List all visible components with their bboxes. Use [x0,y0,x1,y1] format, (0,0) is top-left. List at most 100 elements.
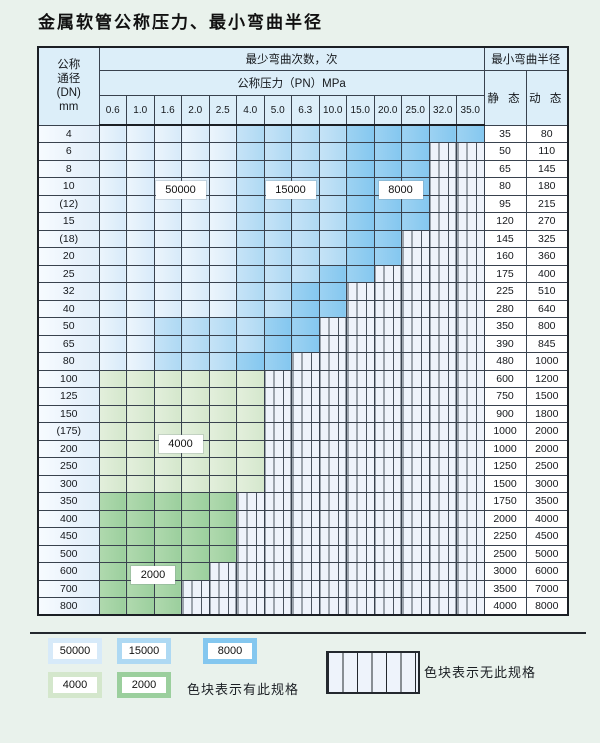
spec-cell [401,527,430,546]
dynamic-value: 145 [525,159,569,178]
spec-cell [401,299,430,318]
dynamic-value: 1800 [525,404,569,423]
spec-cell [401,562,430,581]
spec-cell [153,404,182,423]
spec-cell [456,404,485,423]
spec-cell [291,404,320,423]
dn-cell: 20 [37,247,100,266]
table-row: 100 600 1200 [37,369,569,388]
spec-cell [236,177,265,196]
spec-cell [98,194,127,213]
static-value: 225 [483,282,527,301]
spec-cell [181,544,210,563]
spec-cell [346,422,375,441]
spec-cell [208,474,237,493]
spec-cell [126,194,155,213]
legend-swatch-4000: 4000 [48,672,102,698]
spec-cell [263,597,292,616]
dn-cell: 700 [37,579,100,598]
spec-cell [291,474,320,493]
static-value: 145 [483,229,527,248]
dynamic-value: 180 [525,177,569,196]
static-value: 2500 [483,544,527,563]
dynamic-value: 215 [525,194,569,213]
spec-cell [236,422,265,441]
dn-cell: 50 [37,317,100,336]
spec-cell [236,352,265,371]
dynamic-value: 510 [525,282,569,301]
table-body: 4 35 80 6 50 110 8 65 145 10 80 180 (12) 95 215 15 120 27… [37,124,569,616]
static-value: 1000 [483,422,527,441]
dn-cell: 150 [37,404,100,423]
spec-cell [208,492,237,511]
spec-cell [181,579,210,598]
spec-cell [428,387,457,406]
static-value: 390 [483,334,527,353]
spec-cell [126,124,155,143]
static-value: 35 [483,124,527,143]
spec-cell [373,597,402,616]
spec-cell [208,264,237,283]
spec-cell [263,159,292,178]
pressure-col-1.6: 1.6 [153,95,182,126]
spec-cell [126,142,155,161]
page-title: 金属软管公称压力、最小弯曲半径 [38,13,323,32]
spec-cell [456,299,485,318]
spec-cell [263,124,292,143]
spec-cell [346,474,375,493]
spec-cell [428,527,457,546]
dn-cell: 32 [37,282,100,301]
spec-cell [153,457,182,476]
spec-cell [236,334,265,353]
spec-cell [181,527,210,546]
spec-cell [373,457,402,476]
dn-cell: 250 [37,457,100,476]
spec-cell [153,334,182,353]
dynamic-header: 动 态 [525,70,569,126]
dynamic-value: 270 [525,212,569,231]
spec-cell [153,509,182,528]
spec-cell [98,509,127,528]
spec-cell [181,474,210,493]
dn-cell: 4 [37,124,100,143]
spec-cell [98,597,127,616]
spec-cell [318,457,347,476]
spec-cell [98,404,127,423]
spec-cell [373,544,402,563]
spec-cell [98,369,127,388]
spec-cell [126,527,155,546]
spec-cell [456,527,485,546]
spec-cell [98,299,127,318]
table-row: (18) 145 325 [37,229,569,248]
static-value: 80 [483,177,527,196]
spec-cell [263,317,292,336]
spec-cell [428,474,457,493]
spec-cell [428,439,457,458]
table-row: 400 2000 4000 [37,509,569,528]
spec-cell [373,124,402,143]
dn-cell: 200 [37,439,100,458]
spec-cell [208,229,237,248]
dn-header: 公称 通径 (DN) mm [37,46,100,126]
spec-cell [291,299,320,318]
spec-cell [428,492,457,511]
spec-cell [401,457,430,476]
spec-cell [456,562,485,581]
dynamic-value: 1200 [525,369,569,388]
spec-cell [126,544,155,563]
spec-cell [373,282,402,301]
spec-cell [263,142,292,161]
spec-cell [126,474,155,493]
legend-swatch-8000: 8000 [203,638,257,664]
spec-cell [98,124,127,143]
spec-cell [401,492,430,511]
spec-cell [236,439,265,458]
static-value: 280 [483,299,527,318]
spec-cell [126,597,155,616]
legend-label-8000: 8000 [208,643,252,659]
bend-cycles-header: 最少弯曲次数，次 [98,46,485,71]
table-row: 80 480 1000 [37,352,569,371]
spec-cell [126,282,155,301]
spec-cell [401,422,430,441]
spec-cell [236,597,265,616]
